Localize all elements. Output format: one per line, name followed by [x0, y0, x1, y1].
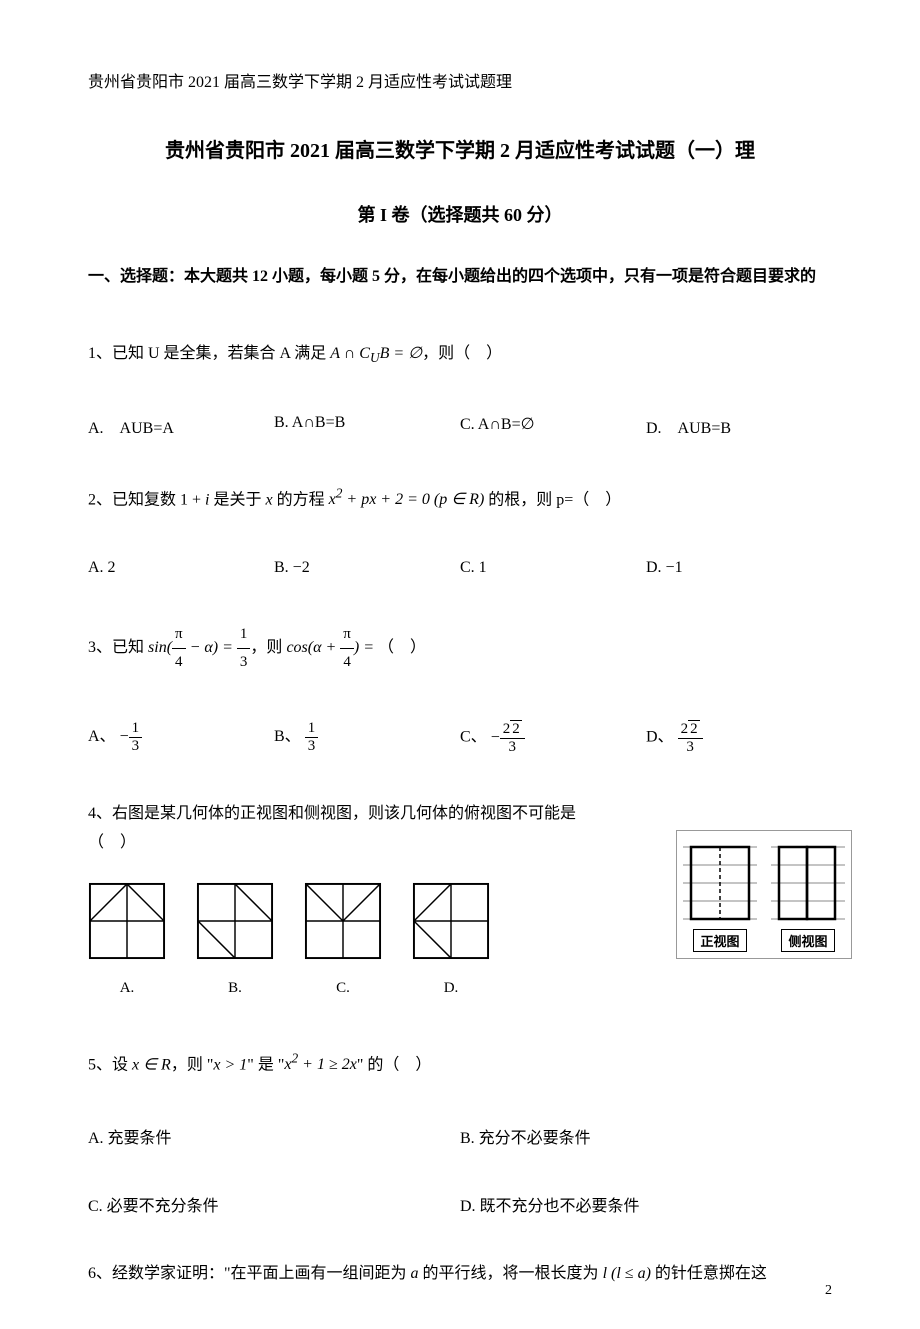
page-number: 2	[825, 1283, 832, 1299]
q2-option-a: A. 2	[88, 559, 274, 577]
side-view-svg	[771, 837, 845, 927]
q1-text-post: ，则（ ）	[422, 345, 502, 362]
q1-option-a: A. AUB=A	[88, 414, 274, 438]
q4-figure-d: D.	[412, 882, 490, 997]
q1-option-d: D. AUB=B	[646, 414, 832, 438]
q4-fig-b-svg	[196, 882, 274, 960]
q2-text-pre: 2、已知复数 1 +	[88, 491, 205, 508]
q5-options-row2: C. 必要不充分条件 D. 既不充分也不必要条件	[88, 1192, 832, 1216]
q3-text-mid: ，则	[250, 639, 286, 656]
q5-cond1: x > 1	[213, 1056, 247, 1073]
q3-option-d: D、 223	[646, 720, 832, 756]
q4-fig-d-svg	[412, 882, 490, 960]
q3-a-label: A、	[88, 728, 116, 745]
q2-text-post: 的根，则 p=（ ）	[484, 491, 621, 508]
q5-text-mid1: ，则 "	[171, 1056, 214, 1073]
question-2: 2、已知复数 1 + i 是关于 x 的方程 x2 + px + 2 = 0 (…	[88, 482, 832, 515]
q2-options: A. 2 B. −2 C. 1 D. −1	[88, 559, 832, 577]
q4-figure-c: C.	[304, 882, 382, 997]
q3-b-label: B、	[274, 728, 301, 745]
section-subtitle: 第 I 卷（选择题共 60 分）	[88, 201, 832, 227]
q5-xinr: x ∈ R	[132, 1056, 171, 1073]
q2-x: x	[266, 491, 273, 508]
q5-cond2: x2 + 1 ≥ 2x	[284, 1056, 356, 1073]
q3-cos: cos(α + π4) =	[286, 639, 378, 656]
q5-option-a: A. 充要条件	[88, 1124, 460, 1148]
q1-math: A ∩ CUB = ∅	[330, 345, 422, 362]
q3-d-label: D、	[646, 729, 674, 746]
q5-option-b: B. 充分不必要条件	[460, 1124, 832, 1148]
q4-fig-c-svg	[304, 882, 382, 960]
q2-option-c: C. 1	[460, 559, 646, 577]
q2-text-mid1: 是关于	[209, 491, 265, 508]
q4-side-view: 侧视图	[771, 837, 845, 952]
q3-text-post: （ ）	[378, 639, 426, 656]
q4-label-a: A.	[120, 980, 135, 997]
q3-option-b: B、 13	[274, 720, 460, 756]
q4-fig-a-svg	[88, 882, 166, 960]
question-5: 5、设 x ∈ R，则 "x > 1" 是 "x2 + 1 ≥ 2x" 的（ ）	[88, 1047, 832, 1080]
q3-b-frac: 13	[305, 728, 319, 745]
q5-text-pre: 5、设	[88, 1056, 132, 1073]
q3-text-pre: 3、已知	[88, 639, 148, 656]
question-6: 6、经数学家证明："在平面上画有一组间距为 a 的平行线，将一根长度为 l (l…	[88, 1260, 832, 1289]
q5-option-d: D. 既不充分也不必要条件	[460, 1192, 832, 1216]
side-view-label: 侧视图	[781, 929, 834, 952]
document-title: 贵州省贵阳市 2021 届高三数学下学期 2 月适应性考试试题（一）理	[88, 134, 832, 163]
q1-option-b: B. A∩B=B	[274, 414, 460, 438]
q1-option-c: C. A∩B=∅	[460, 414, 646, 438]
question-4: 4、右图是某几何体的正视图和侧视图，则该几何体的俯视图不可能是（ ）	[88, 800, 608, 858]
front-view-svg	[683, 837, 757, 927]
q2-equation: x2 + px + 2 = 0 (p ∈ R)	[329, 491, 485, 508]
section-header: 一、选择题：本大题共 12 小题，每小题 5 分，在每小题给出的四个选项中，只有…	[88, 263, 832, 292]
question-1: 1、已知 U 是全集，若集合 A 满足 A ∩ CUB = ∅，则（ ）	[88, 340, 832, 370]
q4-label-d: D.	[444, 980, 459, 997]
front-view-label: 正视图	[693, 929, 746, 952]
q5-option-c: C. 必要不充分条件	[88, 1192, 460, 1216]
q3-option-a: A、 −13	[88, 720, 274, 756]
q1-text-pre: 1、已知 U 是全集，若集合 A 满足	[88, 345, 330, 362]
q3-d-frac: 223	[678, 729, 703, 746]
q3-options: A、 −13 B、 13 C、 −223 D、 223	[88, 720, 832, 756]
q3-sin: sin(π4 − α) = 13	[148, 639, 250, 656]
q5-text-mid2: " 是 "	[247, 1056, 284, 1073]
q4-figure-a: A.	[88, 882, 166, 997]
q6-text-post: 的针任意掷在这	[651, 1265, 767, 1282]
q2-text-mid2: 的方程	[273, 491, 329, 508]
q4-label-c: C.	[336, 980, 350, 997]
q3-c-label: C、	[460, 729, 487, 746]
q6-a: a	[411, 1265, 419, 1282]
q3-c-frac: −223	[491, 729, 525, 746]
q4-label-b: B.	[228, 980, 242, 997]
q4-figure-b: B.	[196, 882, 274, 997]
q5-options-row1: A. 充要条件 B. 充分不必要条件	[88, 1124, 832, 1148]
q3-option-c: C、 −223	[460, 720, 646, 756]
q6-l: l (l ≤ a)	[603, 1265, 651, 1282]
q4-front-view: 正视图	[683, 837, 757, 952]
question-4-wrapper: 4、右图是某几何体的正视图和侧视图，则该几何体的俯视图不可能是（ ） A. B.	[88, 800, 832, 997]
q6-text-mid: 的平行线，将一根长度为	[419, 1265, 603, 1282]
q2-option-b: B. −2	[274, 559, 460, 577]
q2-option-d: D. −1	[646, 559, 832, 577]
question-3: 3、已知 sin(π4 − α) = 13，则 cos(α + π4) = （ …	[88, 621, 832, 676]
document-header: 贵州省贵阳市 2021 届高三数学下学期 2 月适应性考试试题理	[88, 68, 832, 92]
q4-reference-views: 正视图 侧视图	[676, 830, 852, 959]
q6-text-pre: 6、经数学家证明："在平面上画有一组间距为	[88, 1265, 411, 1282]
q1-options: A. AUB=A B. A∩B=B C. A∩B=∅ D. AUB=B	[88, 414, 832, 438]
q5-text-post: " 的（ ）	[357, 1056, 432, 1073]
q3-a-frac: −13	[120, 728, 143, 745]
